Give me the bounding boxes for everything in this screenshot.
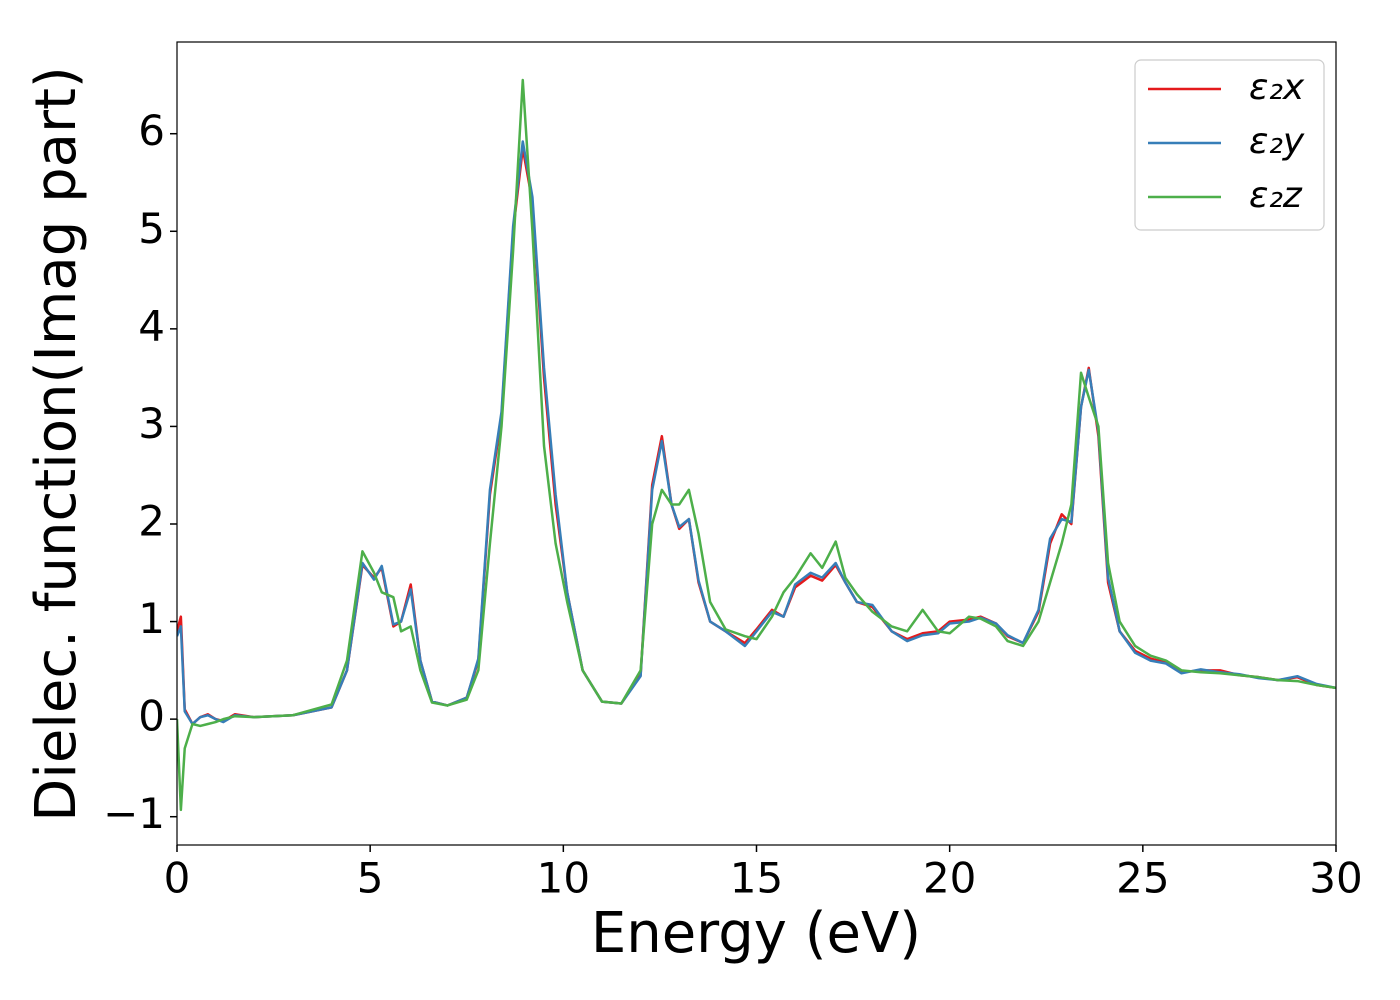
x-axis-label: Energy (eV) — [591, 901, 921, 966]
legend-label: ε₂z — [1249, 175, 1303, 216]
x-tick-label: 20 — [923, 854, 976, 903]
y-tick-label: 0 — [138, 692, 165, 741]
plot-frame — [176, 41, 1337, 846]
y-tick-label: 3 — [138, 399, 165, 448]
y-tick-label: 1 — [138, 594, 165, 643]
y-tick-label: −1 — [103, 789, 165, 838]
y-tick-label: 2 — [138, 496, 165, 545]
y-tick-label: 4 — [138, 301, 165, 350]
x-tick-label: 5 — [357, 854, 384, 903]
legend-box — [1134, 59, 1325, 231]
y-axis-label: Dielec. function(Imag part) — [24, 66, 89, 822]
x-tick-label: 10 — [537, 854, 590, 903]
y-tick-label: 6 — [138, 106, 165, 155]
legend-label: ε₂x — [1249, 67, 1305, 108]
legend-label: ε₂y — [1249, 121, 1305, 162]
x-tick-label: 30 — [1309, 854, 1362, 903]
x-tick-label: 0 — [164, 854, 191, 903]
y-tick-label: 5 — [138, 204, 165, 253]
series-line — [177, 78, 1336, 812]
x-tick-label: 15 — [730, 854, 783, 903]
x-tick-label: 25 — [1116, 854, 1169, 903]
